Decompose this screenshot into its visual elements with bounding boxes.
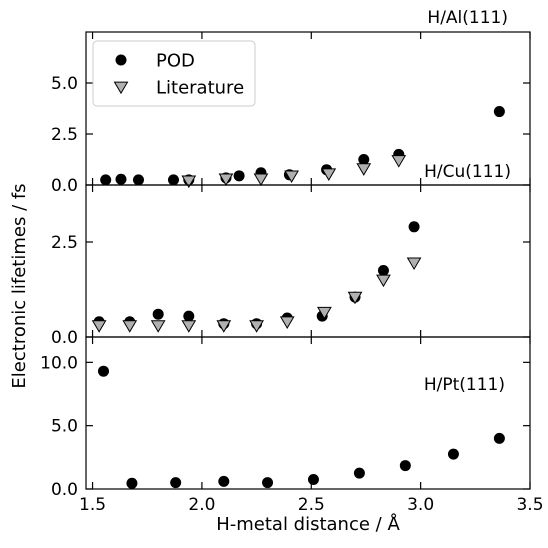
pod-point — [353, 467, 365, 479]
legend-pod-marker — [115, 54, 127, 66]
chart-legend: POD Literature — [92, 40, 256, 107]
y-axis-label: Electronic lifetimes / fs — [9, 183, 30, 388]
literature-point — [391, 155, 407, 168]
literature-point — [284, 170, 299, 183]
pod-point — [408, 221, 420, 233]
panel-frame — [85, 336, 531, 490]
literature-point — [150, 320, 166, 333]
y-tick-label: 5.0 — [51, 74, 78, 94]
panel-title: H/Cu(111) — [424, 162, 511, 182]
x-tick-label: 3.5 — [516, 495, 543, 515]
pod-point — [183, 310, 195, 322]
pod-point — [377, 265, 389, 276]
y-tick-label: 5.0 — [51, 417, 78, 437]
x-tick-label: 1.5 — [79, 495, 106, 515]
pod-point — [218, 475, 230, 487]
literature-point — [122, 320, 138, 333]
y-tick-label: 0.0 — [51, 480, 78, 500]
pod-point — [493, 432, 505, 444]
panel-frame — [85, 184, 531, 338]
pod-point — [307, 474, 319, 485]
data-points — [100, 106, 505, 189]
x-tick-label: 2.0 — [188, 495, 215, 515]
pod-point — [115, 173, 127, 185]
literature-point — [181, 175, 197, 189]
panel-1: 0.0 2.5 5.0 — [51, 31, 531, 196]
literature-point — [253, 173, 269, 187]
pod-point — [97, 365, 109, 377]
literature-point — [216, 320, 232, 333]
literature-point — [347, 291, 363, 305]
literature-point — [249, 320, 264, 333]
data-points — [97, 365, 505, 489]
literature-point — [279, 316, 295, 329]
literature-point — [356, 163, 372, 176]
panel-titles: H/Al(111) H/Cu(111) H/Pt(111) — [424, 8, 511, 395]
x-tick-label: 3.0 — [407, 495, 434, 515]
pod-point — [262, 477, 274, 489]
legend-label: POD — [156, 51, 195, 72]
literature-point — [218, 173, 234, 187]
pod-point — [170, 477, 182, 489]
literature-point — [376, 274, 391, 288]
y-tick-label: 0.0 — [51, 176, 78, 196]
legend-literature-marker — [113, 81, 129, 95]
pod-point — [100, 174, 112, 186]
x-tick-label: 2.5 — [298, 495, 325, 515]
legend-box — [92, 40, 256, 107]
pod-point — [167, 174, 179, 186]
pod-point — [399, 460, 411, 472]
panel-title: H/Al(111) — [427, 8, 508, 28]
literature-point — [321, 168, 337, 181]
x-tick-labels: 1.5 2.0 2.5 3.0 3.5 — [79, 495, 543, 515]
panel-2: 0.0 2.5 — [51, 184, 531, 348]
y-tick-label: 2.5 — [51, 125, 78, 145]
x-axis-label: H-metal distance / Å — [216, 513, 400, 535]
pod-point — [152, 308, 164, 320]
y-tick-label: 10.0 — [40, 353, 78, 373]
pod-point — [132, 174, 144, 186]
pod-point — [358, 154, 370, 165]
y-tick-label: 0.0 — [51, 328, 78, 348]
y-tick-label: 2.5 — [51, 233, 78, 253]
literature-point — [317, 306, 332, 320]
literature-point — [406, 257, 422, 271]
pod-point — [447, 448, 459, 460]
panel-3: 0.0 5.0 10.0 — [40, 336, 531, 500]
pod-point — [493, 106, 505, 118]
chart-panels: 0.0 2.5 5.0 0.0 2.5 0.0 5.0 10.0 H/Al(111) H/Cu(1… — [40, 8, 543, 515]
panel-title: H/Pt(111) — [424, 375, 505, 395]
pod-point — [126, 477, 138, 489]
legend-label: Literature — [156, 78, 244, 99]
literature-point — [91, 320, 107, 333]
literature-point — [181, 320, 197, 333]
pod-point — [233, 170, 245, 182]
data-points — [91, 221, 422, 333]
